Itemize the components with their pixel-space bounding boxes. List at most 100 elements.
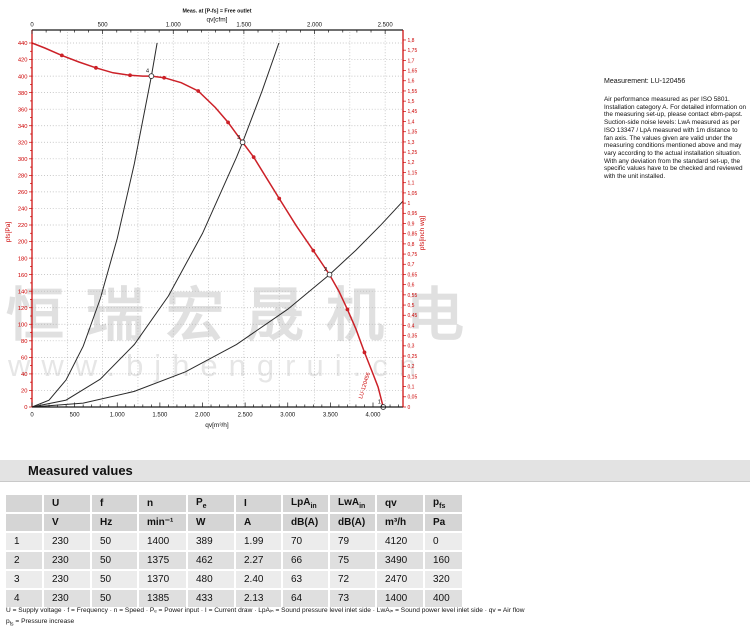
table-cell: 73 bbox=[330, 590, 375, 607]
column-header bbox=[6, 495, 42, 512]
svg-text:2: 2 bbox=[324, 267, 327, 273]
table-row: 2 230 50 1375 462 2.27 66 75 3490 160 bbox=[6, 552, 462, 569]
legend-line-2: pfs = Pressure increase bbox=[6, 618, 75, 628]
gridlines bbox=[32, 32, 403, 407]
svg-text:80: 80 bbox=[21, 339, 27, 345]
svg-text:0,7: 0,7 bbox=[408, 262, 415, 268]
table-cell: 50 bbox=[92, 590, 137, 607]
svg-text:440: 440 bbox=[18, 41, 28, 47]
table-cell: 230 bbox=[44, 571, 90, 588]
legend-line-1: U = Supply voltage · f = Frequency · n =… bbox=[6, 607, 525, 614]
table-cell: 320 bbox=[425, 571, 462, 588]
svg-text:1,8: 1,8 bbox=[408, 38, 415, 44]
table-cell: 389 bbox=[188, 533, 234, 550]
svg-text:4.000: 4.000 bbox=[365, 413, 381, 419]
table-cell: 433 bbox=[188, 590, 234, 607]
svg-text:1: 1 bbox=[378, 400, 381, 406]
svg-text:160: 160 bbox=[18, 273, 28, 279]
svg-text:2.500: 2.500 bbox=[238, 413, 254, 419]
table-cell: 480 bbox=[188, 571, 234, 588]
svg-text:40: 40 bbox=[21, 372, 27, 378]
unit-cell: m³/h bbox=[377, 514, 423, 531]
table-cell: 70 bbox=[283, 533, 328, 550]
unit-cell bbox=[6, 514, 42, 531]
svg-text:1,15: 1,15 bbox=[408, 170, 418, 176]
svg-text:3.500: 3.500 bbox=[323, 413, 339, 419]
table-cell: 1375 bbox=[139, 552, 186, 569]
table-cell: 50 bbox=[92, 571, 137, 588]
svg-text:20: 20 bbox=[21, 389, 27, 395]
svg-text:0,55: 0,55 bbox=[408, 293, 418, 299]
unit-cell: Hz bbox=[92, 514, 137, 531]
svg-text:0,25: 0,25 bbox=[408, 354, 418, 360]
column-header: qv bbox=[377, 495, 423, 512]
table-cell: 230 bbox=[44, 533, 90, 550]
svg-text:100: 100 bbox=[18, 322, 28, 328]
svg-text:0: 0 bbox=[30, 413, 34, 419]
svg-text:1,1: 1,1 bbox=[408, 181, 415, 187]
table-cell: 72 bbox=[330, 571, 375, 588]
svg-text:1,35: 1,35 bbox=[408, 130, 418, 136]
unit-cell: W bbox=[188, 514, 234, 531]
table-cell: 3490 bbox=[377, 552, 423, 569]
chart-fineprint: Meas. at [P-fs] = Free outlet bbox=[182, 9, 251, 15]
svg-text:140: 140 bbox=[18, 289, 28, 295]
table-cell: 4 bbox=[6, 590, 42, 607]
svg-text:0,9: 0,9 bbox=[408, 221, 415, 227]
svg-text:0,2: 0,2 bbox=[408, 364, 415, 370]
svg-text:0,6: 0,6 bbox=[408, 283, 415, 289]
table-cell: 462 bbox=[188, 552, 234, 569]
table-cell: 4120 bbox=[377, 533, 423, 550]
svg-text:1: 1 bbox=[408, 201, 411, 207]
svg-text:420: 420 bbox=[18, 58, 28, 64]
svg-text:2.500: 2.500 bbox=[378, 23, 394, 29]
svg-text:60: 60 bbox=[21, 356, 27, 362]
table-cell: 2470 bbox=[377, 571, 423, 588]
svg-text:1,4: 1,4 bbox=[408, 119, 415, 125]
svg-text:260: 260 bbox=[18, 190, 28, 196]
svg-text:500: 500 bbox=[98, 23, 109, 29]
svg-text:3.000: 3.000 bbox=[280, 413, 296, 419]
table-cell: 2 bbox=[6, 552, 42, 569]
svg-text:1,55: 1,55 bbox=[408, 89, 418, 95]
svg-text:180: 180 bbox=[18, 256, 28, 262]
svg-text:1.000: 1.000 bbox=[110, 413, 126, 419]
watermark-chinese: 恒瑞宏晟机电 bbox=[6, 283, 487, 348]
svg-text:0,65: 0,65 bbox=[408, 272, 418, 278]
table-cell: 2.13 bbox=[236, 590, 281, 607]
svg-text:320: 320 bbox=[18, 140, 28, 146]
system-resistance-curves bbox=[31, 42, 404, 408]
svg-text:400: 400 bbox=[18, 74, 28, 80]
table-cell: 75 bbox=[330, 552, 375, 569]
svg-text:2.000: 2.000 bbox=[307, 23, 323, 29]
table-cell: 50 bbox=[92, 533, 137, 550]
section-title: Measured values bbox=[28, 463, 133, 478]
table-cell: 230 bbox=[44, 590, 90, 607]
table-cell: 63 bbox=[283, 571, 328, 588]
curve-measurement-label: LU-120456 bbox=[358, 372, 372, 400]
column-header: LpAin bbox=[283, 495, 328, 512]
table-cell: 1400 bbox=[377, 590, 423, 607]
svg-text:0,4: 0,4 bbox=[408, 323, 415, 329]
svg-text:1,6: 1,6 bbox=[408, 79, 415, 85]
unit-cell: dB(A) bbox=[330, 514, 375, 531]
svg-text:1,75: 1,75 bbox=[408, 48, 418, 54]
right-axis-title: pfs[inch wg] bbox=[419, 216, 426, 251]
svg-text:0: 0 bbox=[30, 23, 34, 29]
fan-curve-markers bbox=[59, 53, 367, 355]
svg-text:0,85: 0,85 bbox=[408, 232, 418, 238]
unit-cell: dB(A) bbox=[283, 514, 328, 531]
measurement-id: Measurement: LU-120456 bbox=[604, 78, 686, 85]
fan-curve bbox=[31, 42, 384, 408]
svg-text:240: 240 bbox=[18, 207, 28, 213]
svg-text:0: 0 bbox=[24, 405, 27, 411]
table-cell: 2.40 bbox=[236, 571, 281, 588]
svg-text:0,8: 0,8 bbox=[408, 242, 415, 248]
column-header: U bbox=[44, 495, 90, 512]
svg-text:340: 340 bbox=[18, 124, 28, 130]
svg-text:0,1: 0,1 bbox=[408, 385, 415, 391]
svg-text:4: 4 bbox=[146, 69, 150, 75]
